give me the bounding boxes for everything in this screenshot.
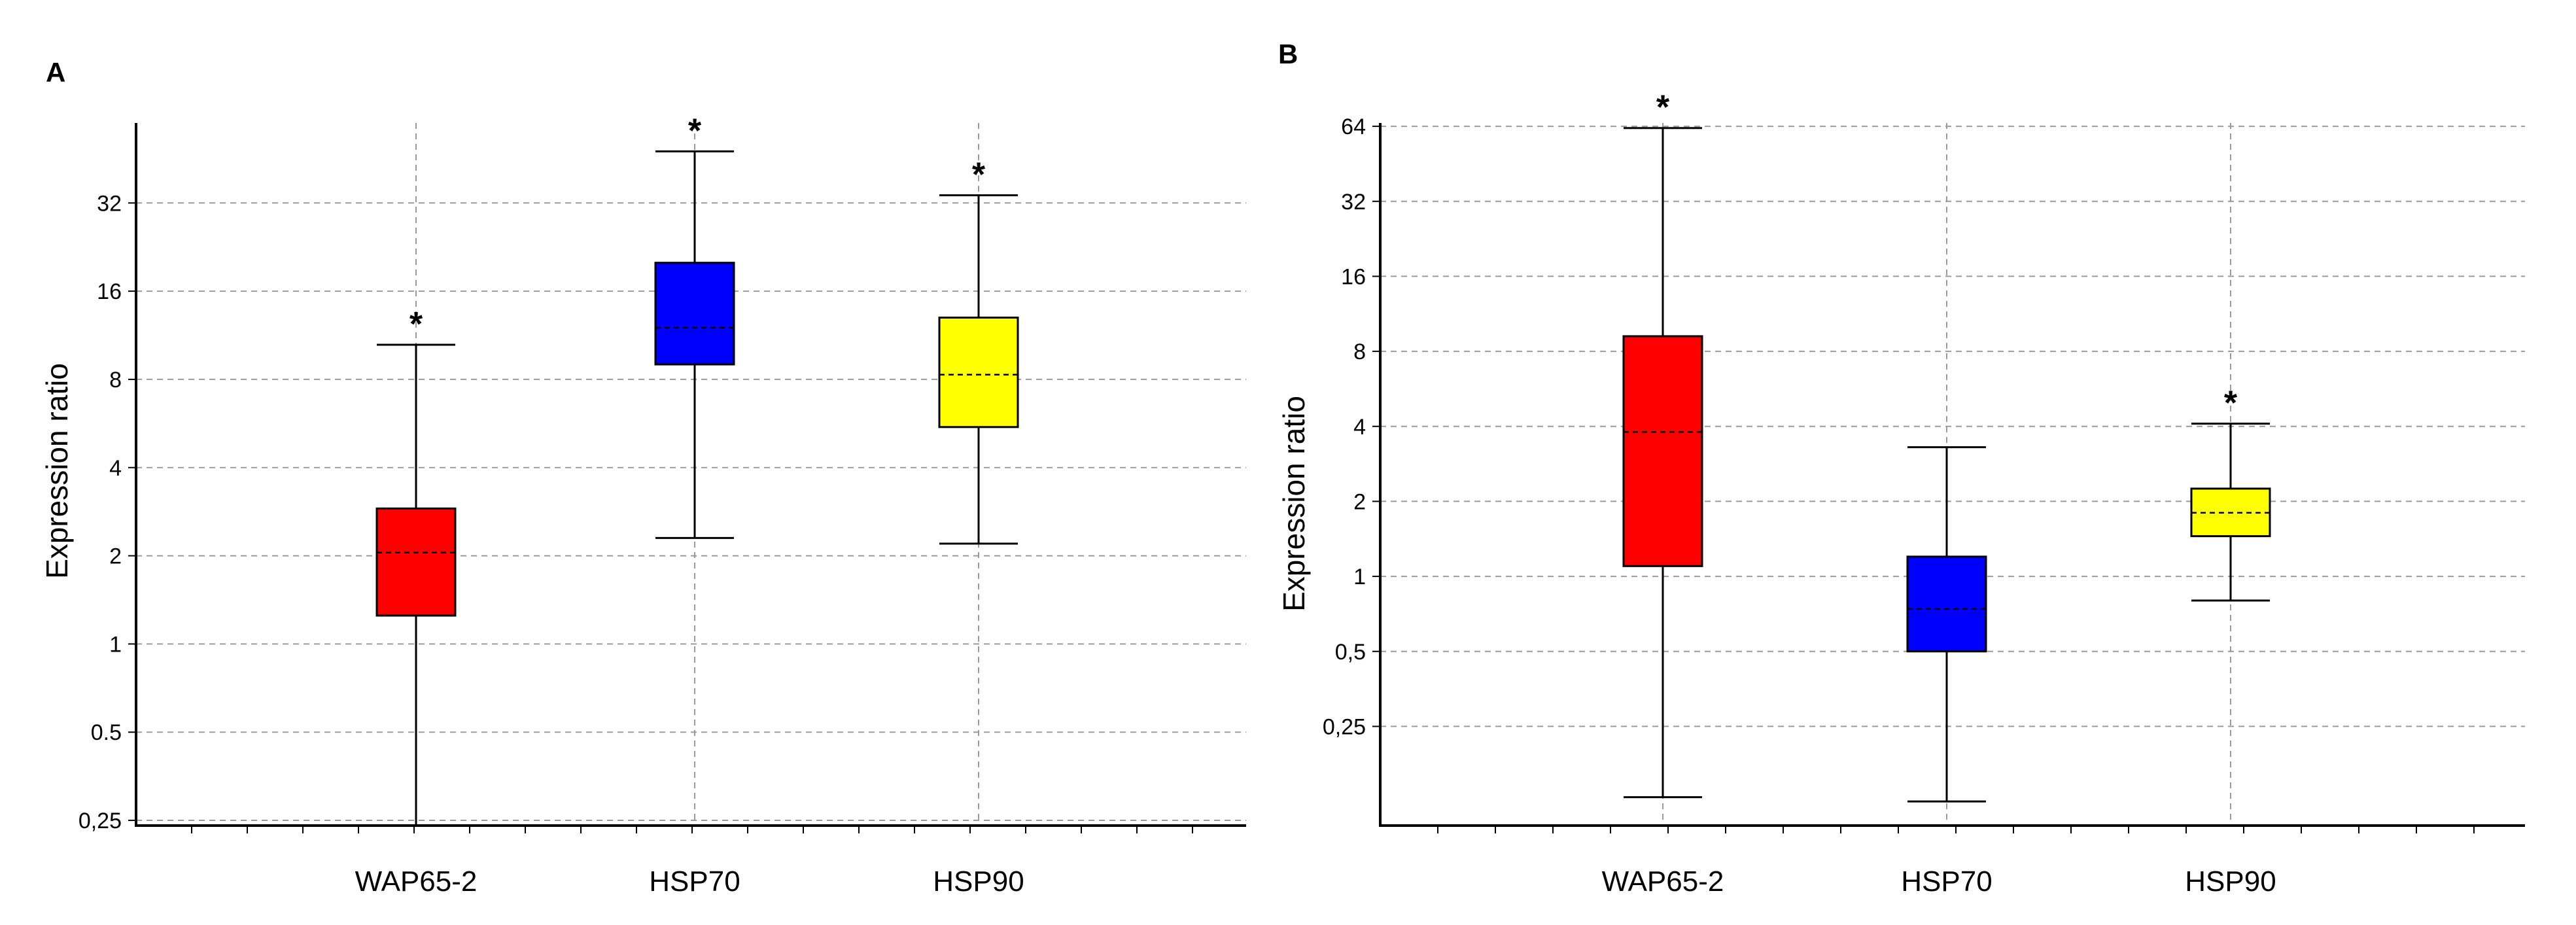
significance-star-hsp90-b: * — [2224, 385, 2238, 423]
y-tick-label-b: 4 — [1353, 415, 1366, 440]
y-axis-title-b: Expression ratio — [1277, 396, 1311, 612]
y-tick-label-a: 0,25 — [78, 809, 122, 833]
y-tick-label-b: 32 — [1341, 190, 1366, 215]
panel-a: A Expression ratio 0,25 0.5 1 2 4 8 16 32 * WAP65… — [40, 57, 1246, 898]
x-category-label-hsp90-a: HSP90 — [933, 865, 1024, 898]
x-category-label-wap65-2-a: WAP65-2 — [355, 865, 478, 898]
panel-label-b: B — [1278, 39, 1298, 69]
y-tick-label-b: 1 — [1353, 565, 1366, 589]
y-tick-label-b: 2 — [1353, 489, 1366, 514]
x-category-label-hsp70-a: HSP70 — [649, 865, 740, 898]
y-tick-label-a: 4 — [109, 456, 122, 481]
box-wap65-2-b — [1622, 335, 1703, 567]
y-tick-label-a: 32 — [97, 191, 122, 216]
y-tick-label-a: 0.5 — [91, 720, 122, 745]
y-tick-label-a: 8 — [109, 368, 122, 393]
significance-star-wap65-2-a: * — [409, 305, 423, 343]
y-tick-label-b: 0,25 — [1323, 714, 1366, 739]
box-hsp70-b — [1906, 555, 1987, 653]
panel-label-a: A — [46, 57, 65, 88]
y-tick-label-b: 16 — [1341, 264, 1366, 289]
significance-star-hsp70-a: * — [688, 112, 702, 150]
panel-b: B Expression ratio 0,25 0,5 1 2 4 8 16 32 64 * WAP… — [1277, 39, 2525, 898]
y-tick-label-b: 64 — [1341, 114, 1366, 139]
box-wap65-2-a — [375, 507, 457, 617]
y-tick-label-b: 0,5 — [1335, 640, 1366, 665]
plot-area-a: 0,25 0.5 1 2 4 8 16 32 * WAP65-2 * HSP70 * HSP90 — [78, 112, 1246, 898]
y-tick-label-a: 16 — [97, 279, 122, 304]
y-axis-title-a: Expression ratio — [40, 363, 74, 579]
y-tick-label-a: 1 — [109, 632, 122, 657]
significance-star-wap65-2-b: * — [1656, 89, 1670, 127]
plot-area-b: 0,25 0,5 1 2 4 8 16 32 64 * WAP65-2 HSP70 * HSP90 — [1323, 89, 2525, 898]
significance-star-hsp90-a: * — [972, 156, 986, 194]
y-tick-label-a: 2 — [109, 544, 122, 569]
x-category-label-hsp90-b: HSP90 — [2185, 865, 2276, 898]
box-hsp70-a — [654, 262, 735, 366]
box-hsp90-a — [938, 316, 1019, 428]
x-category-label-wap65-2-b: WAP65-2 — [1602, 865, 1724, 898]
y-tick-label-b: 8 — [1353, 340, 1366, 364]
x-category-label-hsp70-b: HSP70 — [1901, 865, 1992, 898]
